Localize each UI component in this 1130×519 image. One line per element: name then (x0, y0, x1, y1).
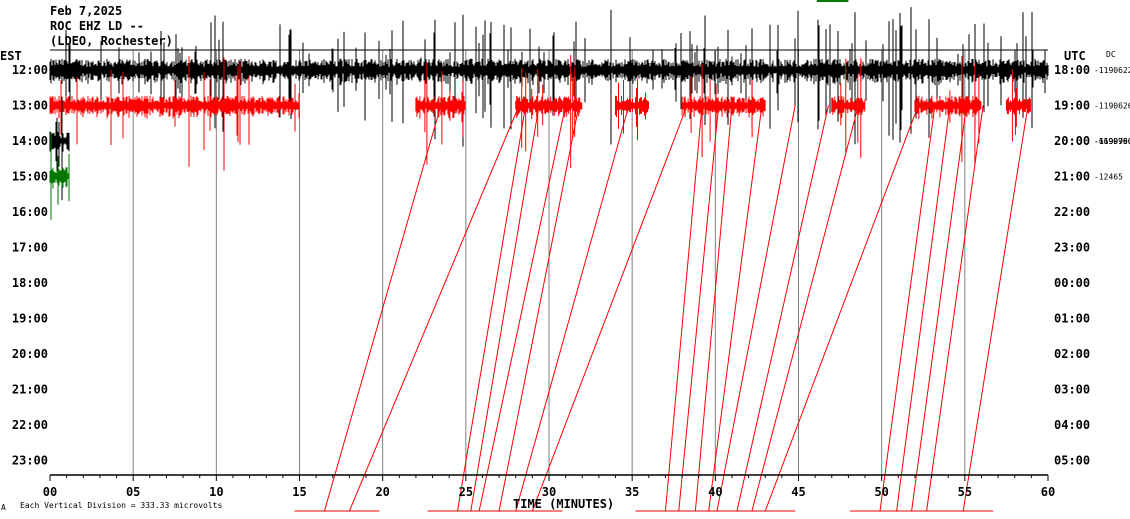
clipping-line (478, 105, 567, 512)
x-tick-label-50: 50 (874, 485, 888, 499)
clipping-line (962, 105, 1029, 512)
x-tick-label-45: 45 (791, 485, 805, 499)
clipping-line (716, 105, 796, 512)
x-tick-label-25: 25 (459, 485, 473, 499)
utc-hour-label: 03:00 (1054, 383, 1090, 397)
header-network: (LDEO, Rochester) (50, 34, 173, 48)
dc-value: -1190626 (1094, 102, 1130, 111)
x-tick-label-15: 15 (292, 485, 306, 499)
dc-value-overlap: -1190760 (1094, 137, 1130, 146)
utc-hour-label: 19:00 (1054, 99, 1090, 113)
x-tick-label-00: 00 (43, 485, 57, 499)
header-station: ROC EHZ LD -- (50, 19, 144, 33)
header-date: Feb 7,2025 (50, 4, 122, 18)
x-tick-label-35: 35 (625, 485, 639, 499)
axis-labels: Feb 7,2025 ROC EHZ LD -- (LDEO, Rocheste… (0, 4, 1130, 512)
minute-grid (132, 50, 966, 475)
est-hour-label: 19:00 (12, 312, 48, 326)
dc-value: -12465 (1094, 173, 1123, 182)
clipping-line (764, 105, 919, 512)
x-tick-label-30: 30 (542, 485, 556, 499)
x-tick-label-40: 40 (708, 485, 722, 499)
utc-hour-label: 21:00 (1054, 170, 1090, 184)
footer-mark: A (1, 503, 6, 512)
clipping-line (498, 105, 580, 512)
est-hour-label: 16:00 (12, 205, 48, 219)
clipping-line (678, 105, 720, 512)
trace-green-row-3 (49, 132, 70, 220)
est-hour-label: 21:00 (12, 383, 48, 397)
clipping-line (879, 105, 936, 512)
x-tick-label-20: 20 (375, 485, 389, 499)
x-tick-label-10: 10 (209, 485, 223, 499)
utc-hour-label: 01:00 (1054, 312, 1090, 326)
utc-hour-label: 05:00 (1054, 454, 1090, 468)
clipping-line (911, 105, 967, 512)
x-axis-title: TIME (MINUTES) (513, 497, 614, 511)
trace-red-row-1 (415, 62, 466, 165)
est-hour-label: 14:00 (12, 134, 48, 148)
utc-hour-label: 18:00 (1054, 63, 1090, 77)
trace-red-row-1 (914, 55, 982, 165)
clipping-line (751, 105, 859, 512)
plot-frame (49, 0, 1049, 481)
trace-red-row-1 (615, 78, 649, 141)
left-axis-title: EST (0, 49, 22, 63)
clipping-line (926, 105, 984, 512)
trace-black-row-0 (49, 7, 1049, 147)
est-hour-label: 17:00 (12, 241, 48, 255)
trace-red-row-1 (681, 64, 766, 157)
clipping-line (515, 105, 630, 512)
right-axis-title: UTC (1064, 49, 1086, 63)
clipping-line (457, 105, 527, 512)
clipping-line (736, 105, 829, 512)
utc-hour-label: 04:00 (1054, 418, 1090, 432)
x-tick-label-55: 55 (958, 485, 972, 499)
clipping-line (708, 105, 763, 512)
clipping-lines (294, 105, 1029, 512)
utc-hour-label: 22:00 (1054, 205, 1090, 219)
utc-hour-label: 20:00 (1054, 134, 1090, 148)
trace-red-row-1 (515, 54, 583, 168)
clipping-line (323, 105, 442, 512)
est-hour-label: 18:00 (12, 276, 48, 290)
dc-value: -1190622 (1094, 66, 1130, 75)
utc-hour-label: 02:00 (1054, 347, 1090, 361)
trace-red-row-1 (49, 56, 300, 171)
clipping-line (896, 105, 951, 512)
clipping-line (664, 105, 703, 512)
utc-hour-label: 23:00 (1054, 241, 1090, 255)
dc-value: -1190760 (1094, 137, 1130, 146)
est-hour-label: 23:00 (12, 454, 48, 468)
est-hour-label: 15:00 (12, 170, 48, 184)
x-tick-label-05: 05 (126, 485, 140, 499)
footer-note: Each Vertical Division = 333.33 microvol… (20, 501, 222, 510)
est-hour-label: 13:00 (12, 99, 48, 113)
dc-label: DC (1106, 50, 1116, 59)
dc-value-overlap: -669999 (1094, 137, 1128, 146)
est-hour-label: 22:00 (12, 418, 48, 432)
clipping-line (531, 105, 688, 512)
trace-red-row-1 (1005, 69, 1031, 142)
clipping-line (348, 105, 520, 512)
est-hour-label: 20:00 (12, 347, 48, 361)
clipping-line (470, 105, 540, 512)
est-hour-label: 12:00 (12, 63, 48, 77)
clipping-line (694, 105, 733, 512)
x-tick-label-60: 60 (1041, 485, 1055, 499)
trace-black-row-2 (49, 96, 70, 201)
utc-hour-label: 00:00 (1054, 276, 1090, 290)
